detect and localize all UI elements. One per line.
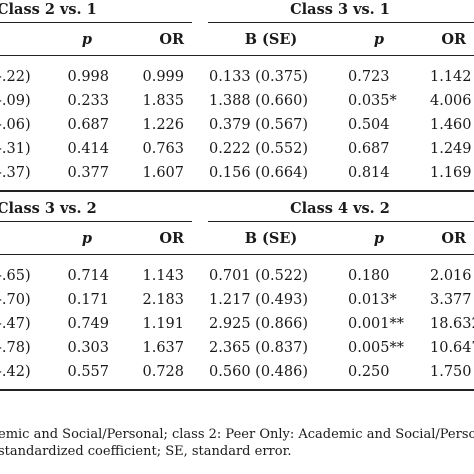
cell-stub: -.31) — [0, 141, 31, 157]
cell-or-left: 1.607 — [142, 165, 184, 181]
cell-p-left: 0.687 — [67, 117, 109, 133]
cell-p-left: 0.714 — [67, 268, 109, 284]
cell-stub: -.70) — [0, 292, 31, 308]
cell-p-left: 0.557 — [67, 364, 109, 380]
cell-p-right: 0.250 — [348, 364, 390, 380]
cell-or-right: 1.460 — [430, 117, 472, 133]
cell-b-se: 0.133 (0.375) — [209, 69, 308, 85]
cell-or-right: 4.006 — [430, 93, 472, 109]
cell-stub: -.22) — [0, 69, 31, 85]
header-or-left: OR — [159, 230, 184, 247]
cell-or-left: 1.191 — [142, 316, 184, 332]
footnote-line-2: standardized coefficient; SE, standard e… — [0, 444, 292, 459]
header-b-se: B (SE) — [244, 230, 298, 247]
cell-p-right: 0.814 — [348, 165, 390, 181]
cell-b-se: 1.217 (0.493) — [209, 292, 308, 308]
cell-b-se: 0.379 (0.567) — [209, 117, 308, 133]
cell-or-right: 18.632 — [430, 316, 474, 332]
cell-b-se: 1.388 (0.660) — [209, 93, 308, 109]
cell-p-right: 0.504 — [348, 117, 390, 133]
header-rule — [0, 254, 474, 255]
cell-p-right: 0.180 — [348, 268, 390, 284]
header-p-left: p — [81, 230, 92, 247]
cell-stub: -.37) — [0, 165, 31, 181]
cell-or-right: 2.016 — [430, 268, 472, 284]
cell-stub: -.47) — [0, 316, 31, 332]
header-p-right: p — [373, 31, 384, 48]
footnote-line-1: emic and Social/Personal; class 2: Peer … — [0, 427, 474, 442]
panel-right-title: Class 3 vs. 1 — [290, 1, 390, 18]
cell-b-se: 0.156 (0.664) — [209, 165, 308, 181]
cell-p-left: 0.414 — [67, 141, 109, 157]
cell-or-left: 1.143 — [142, 268, 184, 284]
title-rule-left — [0, 221, 192, 222]
cell-or-right: 1.142 — [430, 69, 472, 85]
panel-bottom-rule — [0, 389, 474, 391]
panel-right-title: Class 4 vs. 2 — [290, 200, 390, 217]
header-or-right: OR — [441, 230, 466, 247]
title-rule-right — [208, 22, 474, 23]
cell-or-right: 1.750 — [430, 364, 472, 380]
cell-or-right: 3.377 — [430, 292, 472, 308]
cell-or-left: 0.999 — [142, 69, 184, 85]
cell-stub: -.65) — [0, 268, 31, 284]
cell-p-left: 0.233 — [67, 93, 109, 109]
title-rule-left — [0, 22, 192, 23]
cell-stub: -.09) — [0, 93, 31, 109]
cell-or-right: 1.249 — [430, 141, 472, 157]
cell-p-right: 0.723 — [348, 69, 390, 85]
header-b-se: B (SE) — [244, 31, 298, 48]
cell-or-left: 1.637 — [142, 340, 184, 356]
cell-or-left: 2.183 — [142, 292, 184, 308]
header-p-right: p — [373, 230, 384, 247]
panel-left-title: Class 3 vs. 2 — [0, 200, 97, 217]
cell-b-se: 2.925 (0.866) — [209, 316, 308, 332]
cell-p-right: 0.005** — [348, 340, 405, 356]
header-or-right: OR — [441, 31, 466, 48]
cell-or-left: 0.728 — [142, 364, 184, 380]
cell-stub: -.42) — [0, 364, 31, 380]
cell-or-left: 1.226 — [142, 117, 184, 133]
cell-p-left: 0.171 — [67, 292, 109, 308]
cell-or-right: 10.647 — [430, 340, 474, 356]
cell-p-right: 0.035* — [348, 93, 397, 109]
cell-b-se: 0.560 (0.486) — [209, 364, 308, 380]
cell-b-se: 0.701 (0.522) — [209, 268, 308, 284]
header-p-left: p — [81, 31, 92, 48]
cell-or-left: 1.835 — [142, 93, 184, 109]
cell-stub: -.06) — [0, 117, 31, 133]
cell-p-left: 0.998 — [67, 69, 109, 85]
cell-p-left: 0.377 — [67, 165, 109, 181]
title-rule-right — [208, 221, 474, 222]
panel-bottom-rule — [0, 190, 474, 192]
cell-b-se: 0.222 (0.552) — [209, 141, 308, 157]
cell-p-right: 0.013* — [348, 292, 397, 308]
header-or-left: OR — [159, 31, 184, 48]
cell-stub: -.78) — [0, 340, 31, 356]
cell-p-right: 0.687 — [348, 141, 390, 157]
cell-or-right: 1.169 — [430, 165, 472, 181]
cell-p-left: 0.303 — [67, 340, 109, 356]
panel-left-title: Class 2 vs. 1 — [0, 1, 97, 18]
cell-b-se: 2.365 (0.837) — [209, 340, 308, 356]
cell-or-left: 0.763 — [142, 141, 184, 157]
cell-p-left: 0.749 — [67, 316, 109, 332]
cell-p-right: 0.001** — [348, 316, 405, 332]
header-rule — [0, 55, 474, 56]
